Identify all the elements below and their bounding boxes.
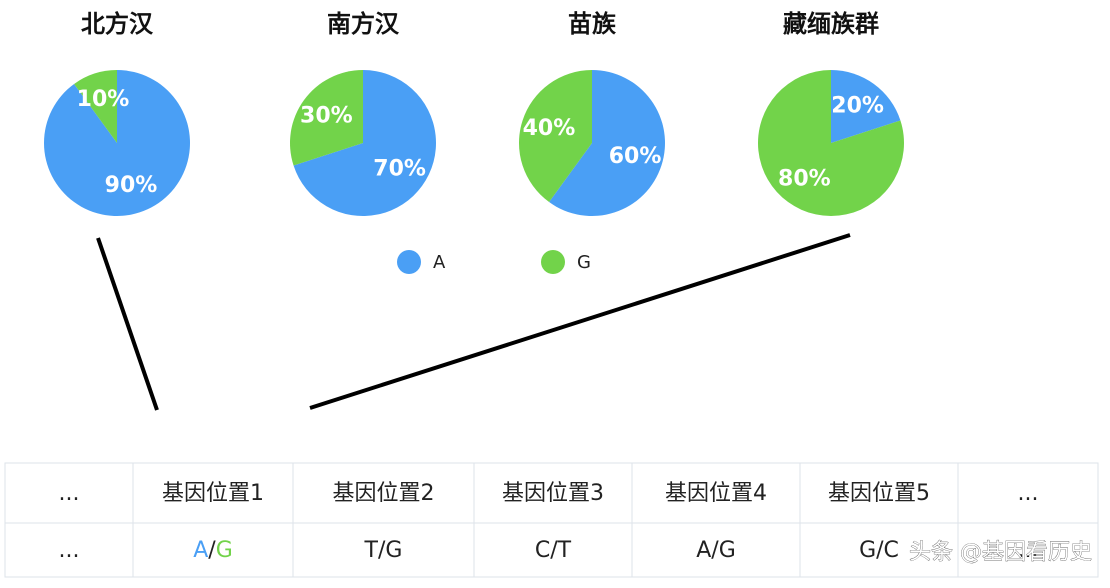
pie-slice bbox=[290, 70, 363, 166]
chart-title: 北方汉 bbox=[81, 10, 154, 38]
pie-slice bbox=[293, 70, 437, 216]
legend-label: A bbox=[433, 252, 446, 273]
data-label: 60% bbox=[609, 144, 662, 169]
chart-title: 苗族 bbox=[568, 10, 617, 38]
table-cell: A/G bbox=[193, 538, 233, 563]
table-cell: T/G bbox=[364, 538, 403, 563]
data-label: 80% bbox=[778, 167, 831, 192]
cell-part: A bbox=[193, 538, 208, 563]
watermark: 头条 @基因看历史 bbox=[909, 540, 1092, 565]
table-cell: C/T bbox=[535, 538, 572, 563]
table-cell: G/C bbox=[859, 538, 899, 563]
chart-title: 南方汉 bbox=[327, 10, 400, 38]
legend-label: G bbox=[577, 252, 591, 273]
legend-marker bbox=[541, 250, 565, 274]
pie-slice bbox=[757, 70, 904, 217]
table-cell: ... bbox=[59, 538, 80, 563]
table-cell: 基因位置5 bbox=[828, 481, 930, 506]
pie-slice bbox=[519, 70, 592, 203]
data-label: 20% bbox=[831, 93, 884, 118]
table-cell: 基因位置4 bbox=[665, 481, 767, 506]
chart-title: 藏缅族群 bbox=[783, 10, 879, 38]
data-label: 70% bbox=[373, 157, 426, 182]
connector-line bbox=[96, 237, 159, 411]
pie-slice bbox=[74, 70, 117, 143]
table-border bbox=[4, 462, 1099, 578]
table-cell: 基因位置1 bbox=[162, 481, 264, 506]
table: ... 基因位置1 基因位置2 基因位置3 基因位置4 基因位置5...... A/G T/G… bbox=[4, 462, 1099, 578]
table-cell: ... bbox=[1018, 481, 1039, 506]
data-label: 30% bbox=[300, 103, 353, 128]
pie-slice bbox=[43, 70, 190, 217]
table-cell: 基因位置2 bbox=[333, 481, 435, 506]
connector-line bbox=[309, 233, 851, 410]
cell-part: G bbox=[216, 538, 233, 563]
table-cell: ... bbox=[59, 481, 80, 506]
table-cell: 基因位置3 bbox=[502, 481, 604, 506]
table-cell: ... bbox=[1018, 538, 1039, 563]
data-label: 90% bbox=[105, 173, 158, 198]
legend-marker bbox=[397, 250, 421, 274]
cell-part: / bbox=[208, 538, 216, 563]
table-cell: A/G bbox=[696, 538, 736, 563]
data-label: 10% bbox=[77, 87, 130, 112]
data-label: 40% bbox=[523, 116, 576, 141]
pie-slice bbox=[831, 70, 901, 143]
pie-slice bbox=[549, 70, 665, 216]
